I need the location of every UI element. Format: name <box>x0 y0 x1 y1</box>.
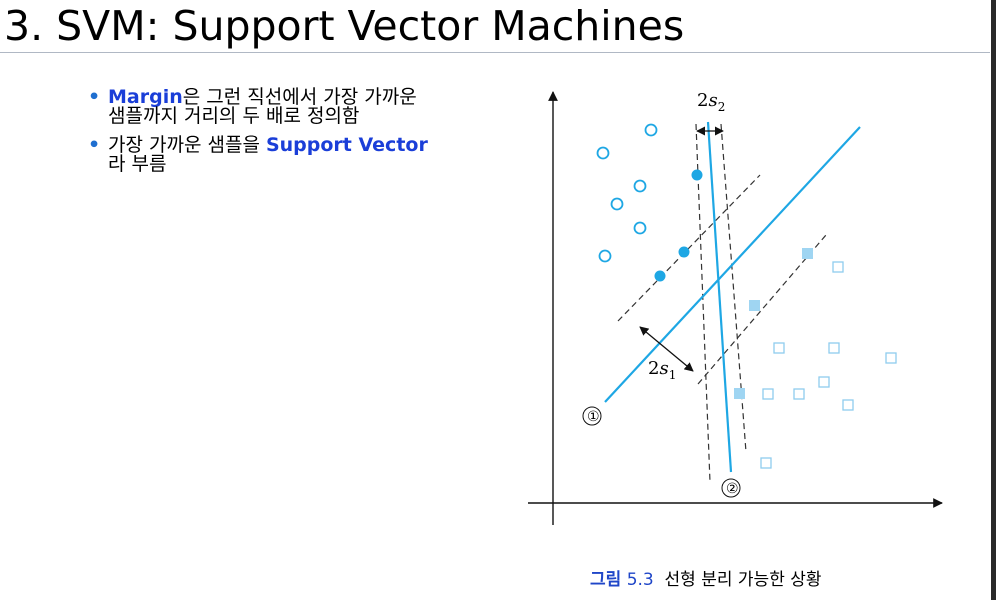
point-open <box>598 249 612 263</box>
point-square <box>885 352 897 364</box>
bullet-margin: • Margin은 그런 직선에서 가장 가까운 샘플까지 거리의 두 배로 정… <box>88 88 508 126</box>
point-open <box>633 179 647 193</box>
bullet-list: • Margin은 그런 직선에서 가장 가까운 샘플까지 거리의 두 배로 정… <box>88 88 508 184</box>
figure-caption: 그림 5.3 선형 분리 가능한 상황 <box>590 565 822 590</box>
point-square <box>818 376 830 388</box>
caption-text: 선형 분리 가능한 상황 <box>664 570 822 590</box>
bullet-text-line2: 라 부름 <box>108 153 167 175</box>
margin-arrow-s1 <box>639 326 694 372</box>
point-open <box>596 146 610 160</box>
line2-marker-circle <box>721 478 741 498</box>
support-vector-circle <box>678 246 690 258</box>
caption-fig-number: 5.3 <box>626 570 654 590</box>
line1-marker: ① <box>587 409 600 425</box>
support-vector-square <box>749 300 760 311</box>
point-open <box>610 197 624 211</box>
title-divider <box>0 52 990 53</box>
bullet-dot: • <box>88 134 101 156</box>
slide-title: 3. SVM: Support Vector Machines <box>4 2 685 50</box>
point-square <box>762 388 774 400</box>
point-square <box>793 388 805 400</box>
class-b-support-vectors <box>734 248 813 399</box>
class-a-support-vectors <box>654 169 703 282</box>
point-open <box>633 221 647 235</box>
point-square <box>828 342 840 354</box>
margin-line-1a <box>617 174 761 322</box>
point-square <box>842 399 854 411</box>
support-vector-circle <box>691 169 703 181</box>
point-open <box>644 123 658 137</box>
label-2s1: 2s1 <box>648 358 676 382</box>
support-vector-square <box>802 248 813 259</box>
label-2s2: 2s2 <box>697 90 725 114</box>
bullet-text: 가장 가까운 샘플을 <box>108 134 266 156</box>
margin-line-2b <box>720 123 747 453</box>
bullet-dot: • <box>88 86 101 108</box>
point-square <box>760 457 772 469</box>
svm-figure: 2s2 2s1 ① ② <box>528 90 943 525</box>
separator-line-2 <box>706 121 733 473</box>
support-vector-term: Support Vector <box>265 134 428 156</box>
support-vector-square <box>734 388 745 399</box>
slide-edge <box>991 0 996 600</box>
margin-line-1b <box>697 234 827 385</box>
class-b-open-points <box>760 261 897 469</box>
margin-term: Margin <box>108 86 183 108</box>
line2-marker: ② <box>726 481 739 497</box>
separator-line-1 <box>604 126 861 403</box>
caption-fig-word: 그림 <box>590 570 622 590</box>
bullet-text-line2: 샘플까지 거리의 두 배로 정의함 <box>108 105 360 127</box>
bullet-support-vector: • 가장 가까운 샘플을 Support Vector 라 부름 <box>88 136 508 174</box>
line1-marker-circle <box>582 406 602 426</box>
point-square <box>832 261 844 273</box>
support-vector-circle <box>654 270 666 282</box>
class-a-open-points <box>596 123 658 263</box>
point-square <box>773 342 785 354</box>
bullet-text: 은 그런 직선에서 가장 가까운 <box>182 86 417 108</box>
